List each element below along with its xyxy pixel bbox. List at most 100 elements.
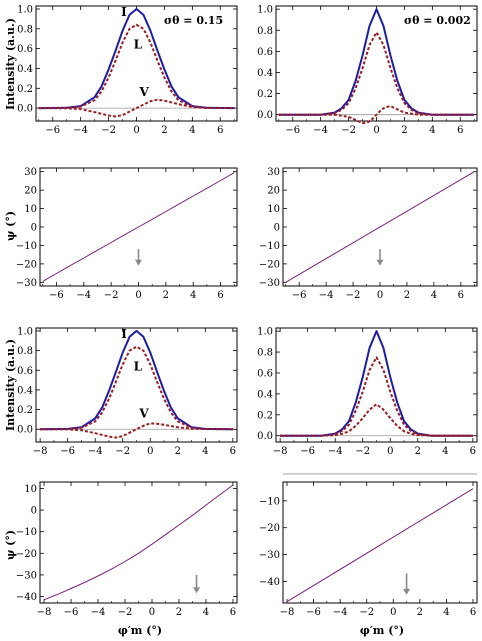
x-tick-label: 2 (175, 446, 181, 457)
x-tick-label: 4 (442, 446, 448, 457)
x-tick-label: −8 (33, 446, 48, 457)
y-tick-label: 10 (24, 484, 37, 495)
y-tick-label: 1.0 (257, 327, 273, 338)
x-tick-label: 6 (470, 607, 476, 618)
y-tick-label: 1.0 (17, 4, 33, 15)
y-tick-label: 0.0 (257, 431, 273, 442)
x-tick-label: −4 (91, 607, 106, 618)
y-tick-label: 0.2 (257, 89, 273, 100)
y-tick-label: 0.4 (17, 385, 33, 396)
marker-arrow-head (376, 259, 384, 266)
x-tick-label: −2 (341, 125, 356, 136)
y-tick-label: 0.0 (17, 425, 33, 436)
x-tick-label: −4 (333, 607, 348, 618)
x-tick-label: 4 (189, 125, 195, 136)
x-tick-label: 2 (161, 125, 167, 136)
y-tick-label: 0.0 (257, 110, 273, 121)
x-tick-label: 2 (415, 446, 421, 457)
x-tick-label: 6 (217, 125, 223, 136)
series-v-line (280, 403, 473, 437)
y-axis-label: Intensity (a.u.) (4, 339, 17, 431)
x-tick-label: 0 (390, 607, 396, 618)
x-tick-label: −4 (313, 125, 328, 136)
panel-bottom-right-stokes: −8 −6 −4 −2 0 2 4 6 0.0 0.2 0.4 0.6 0.8 1.0 (257, 327, 478, 457)
y-tick-label: 0.0 (17, 104, 33, 115)
y-tick-label: −40 (259, 577, 280, 588)
y-axis-label: Intensity (a.u.) (4, 18, 17, 110)
x-axis-label: φ′m (°) (360, 624, 404, 637)
curve-label-l: L (134, 38, 143, 52)
x-tick-label: −2 (101, 125, 116, 136)
x-tick-label: 0 (373, 125, 379, 136)
y-tick-label: −10 (259, 241, 280, 252)
y-tick-label: 0.2 (257, 410, 273, 421)
x-tick-label: −8 (273, 446, 288, 457)
y-tick-label: −20 (16, 549, 37, 560)
y-tick-label: 0.4 (257, 68, 273, 79)
x-tick-label: −6 (285, 125, 300, 136)
x-tick-label: 4 (443, 607, 449, 618)
curve-label-v: V (139, 85, 150, 99)
x-tick-label: 0 (387, 446, 393, 457)
marker-arrow-head (193, 587, 201, 594)
x-axis-label: φ′m (°) (118, 624, 162, 637)
x-tick-label: 4 (431, 290, 437, 301)
curve-label-i: I (121, 327, 127, 341)
y-tick-label: −40 (16, 592, 37, 603)
x-tick-label: −8 (37, 607, 52, 618)
y-tick-label: 0.6 (17, 366, 33, 377)
series-i-line (40, 329, 233, 431)
y-axis-label: ψ (°) (4, 211, 17, 241)
y-tick-label: 0.6 (17, 44, 33, 55)
x-tick-label: −6 (300, 446, 315, 457)
marker-arrow-head (403, 588, 411, 595)
x-tick-label: 0 (147, 446, 153, 457)
x-tick-label: 6 (230, 607, 236, 618)
y-tick-label: 0.2 (17, 84, 33, 95)
x-tick-label: −2 (355, 446, 370, 457)
series-v-line (38, 98, 235, 118)
y-tick-label: 30 (267, 167, 280, 178)
plot-frame (35, 327, 238, 443)
y-tick-label: −30 (259, 550, 280, 561)
y-tick-label: −20 (259, 259, 280, 270)
x-tick-label: 4 (190, 290, 196, 301)
y-axis-label: ψ (°) (4, 530, 17, 560)
x-tick-label: −4 (76, 290, 91, 301)
x-tick-label: −6 (64, 607, 79, 618)
y-tick-label: 0.8 (257, 348, 273, 359)
series-l-line (40, 345, 233, 431)
y-tick-label: 0.6 (257, 47, 273, 58)
x-tick-label: 6 (230, 446, 236, 457)
y-tick-label: 0.8 (17, 24, 33, 35)
x-tick-label: 6 (470, 446, 476, 457)
series-i-line (38, 8, 235, 110)
series-psi-line (286, 488, 474, 603)
x-tick-label: −8 (280, 607, 295, 618)
y-tick-label: −10 (259, 496, 280, 507)
panel-bottom-left-stokes: Intensity (a.u.) −8 −6 −4 −2 0 2 4 6 0.0 0.2 0.4 0.… (4, 326, 238, 457)
panel-psi-right-2: φ′m (°) −8 −6 −4 −2 0 2 4 6−40−30−20−10 (259, 473, 478, 637)
x-tick-label: 0 (377, 290, 383, 301)
y-tick-label: 0.2 (17, 405, 33, 416)
series-i-line (280, 330, 473, 437)
y-tick-label: −30 (259, 278, 280, 289)
x-tick-label: 0 (135, 290, 141, 301)
y-tick-label: 0.8 (17, 346, 33, 357)
y-tick-label: 0 (31, 223, 37, 234)
x-tick-label: 6 (217, 290, 223, 301)
x-tick-label: −2 (104, 290, 119, 301)
y-tick-label: −10 (16, 241, 37, 252)
y-tick-label: 0 (274, 223, 280, 234)
y-tick-label: −30 (16, 570, 37, 581)
y-tick-label: 0.4 (257, 389, 273, 400)
series-l-line (38, 23, 235, 110)
series-l-line (278, 31, 475, 116)
series-l-line (280, 356, 473, 437)
x-tick-label: −2 (359, 607, 374, 618)
x-tick-label: 0 (133, 125, 139, 136)
x-tick-label: 6 (457, 125, 463, 136)
x-tick-label: −6 (306, 607, 321, 618)
y-tick-label: −20 (259, 523, 280, 534)
